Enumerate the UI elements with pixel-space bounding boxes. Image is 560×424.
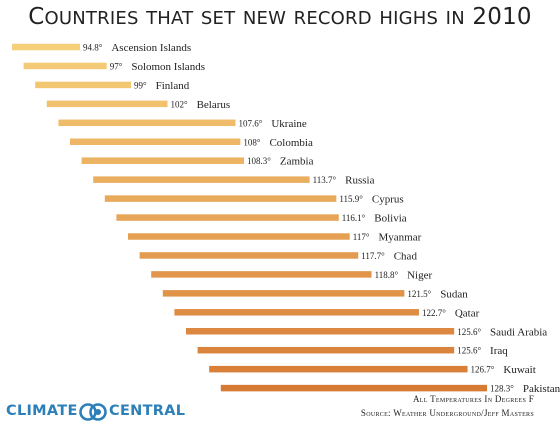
source-note: Source: Weather Underground/Jeff Masters	[360, 408, 534, 418]
category-label: Sudan	[440, 288, 468, 300]
value-label: 116.1°	[342, 213, 366, 223]
category-label: Bolivia	[374, 213, 407, 225]
logo-word-climate: CLIMATE	[6, 403, 78, 419]
value-label: 94.8°	[83, 43, 103, 53]
category-label: Russia	[345, 175, 374, 187]
category-label: Cyprus	[372, 194, 404, 206]
bar-bolivia	[116, 214, 339, 221]
value-label: 126.7°	[471, 365, 495, 375]
value-label: 97°	[110, 61, 123, 71]
category-label: Solomon Islands	[131, 61, 205, 73]
bar-cyprus	[104, 195, 337, 202]
value-label: 108°	[243, 137, 261, 147]
bar-colombia	[70, 138, 241, 145]
value-label: 125.6°	[457, 327, 481, 337]
value-label: 117°	[353, 232, 370, 242]
category-label: Zambia	[280, 156, 314, 168]
category-label: Chad	[394, 250, 418, 262]
bar-saudi-arabia	[186, 328, 455, 335]
bar-myanmar	[128, 233, 350, 240]
bar-finland	[35, 81, 132, 89]
bar-niger	[151, 271, 372, 278]
category-label: Colombia	[269, 137, 313, 149]
bar-qatar	[174, 309, 419, 316]
value-label: 115.9°	[339, 194, 363, 204]
value-label: 113.7°	[313, 175, 337, 185]
bar-solomon-islands	[23, 62, 107, 70]
value-label: 118.8°	[375, 270, 399, 280]
chart-title: COUNTRIES THAT SET NEW RECORD HIGHS IN 2…	[28, 4, 532, 30]
bar-ukraine	[58, 119, 236, 127]
category-label: Ascension Islands	[111, 42, 191, 54]
category-label: Belarus	[197, 99, 231, 111]
value-label: 121.5°	[407, 289, 431, 299]
bar-chad	[139, 252, 359, 259]
value-label: 117.7°	[361, 251, 385, 261]
bar-zambia	[81, 157, 245, 164]
category-label: Kuwait	[503, 364, 535, 376]
bar-pakistan	[220, 384, 488, 392]
value-label: 107.6°	[239, 118, 263, 128]
value-label: 102°	[170, 99, 188, 109]
category-label: Niger	[407, 269, 432, 281]
bar-kuwait	[209, 365, 468, 373]
bar-russia	[93, 176, 310, 183]
category-label: Finland	[156, 80, 190, 92]
logo-mark-icon	[79, 403, 107, 421]
bar-belarus	[46, 100, 168, 108]
category-label: Pakistan	[523, 383, 560, 392]
category-label: Myanmar	[378, 232, 421, 244]
value-label: 99°	[134, 80, 147, 90]
value-label: 122.7°	[422, 308, 446, 318]
bar-sudan	[162, 290, 405, 297]
category-label: Saudi Arabia	[490, 326, 547, 338]
bar-iraq	[197, 346, 455, 354]
bar-ascension-islands	[12, 43, 80, 51]
value-label: 128.3°	[490, 384, 514, 392]
units-note: All Temperatures In Degrees F	[412, 394, 534, 404]
value-label: 108.3°	[247, 156, 271, 166]
value-label: 125.6°	[457, 346, 481, 356]
bar-chart: 94.8° Ascension Islands 97° Solomon Islands…	[12, 42, 560, 392]
category-label: Qatar	[455, 307, 480, 319]
category-label: Ukraine	[271, 118, 307, 130]
logo-word-central: CENTRAL	[109, 403, 186, 419]
category-label: Iraq	[490, 345, 508, 357]
